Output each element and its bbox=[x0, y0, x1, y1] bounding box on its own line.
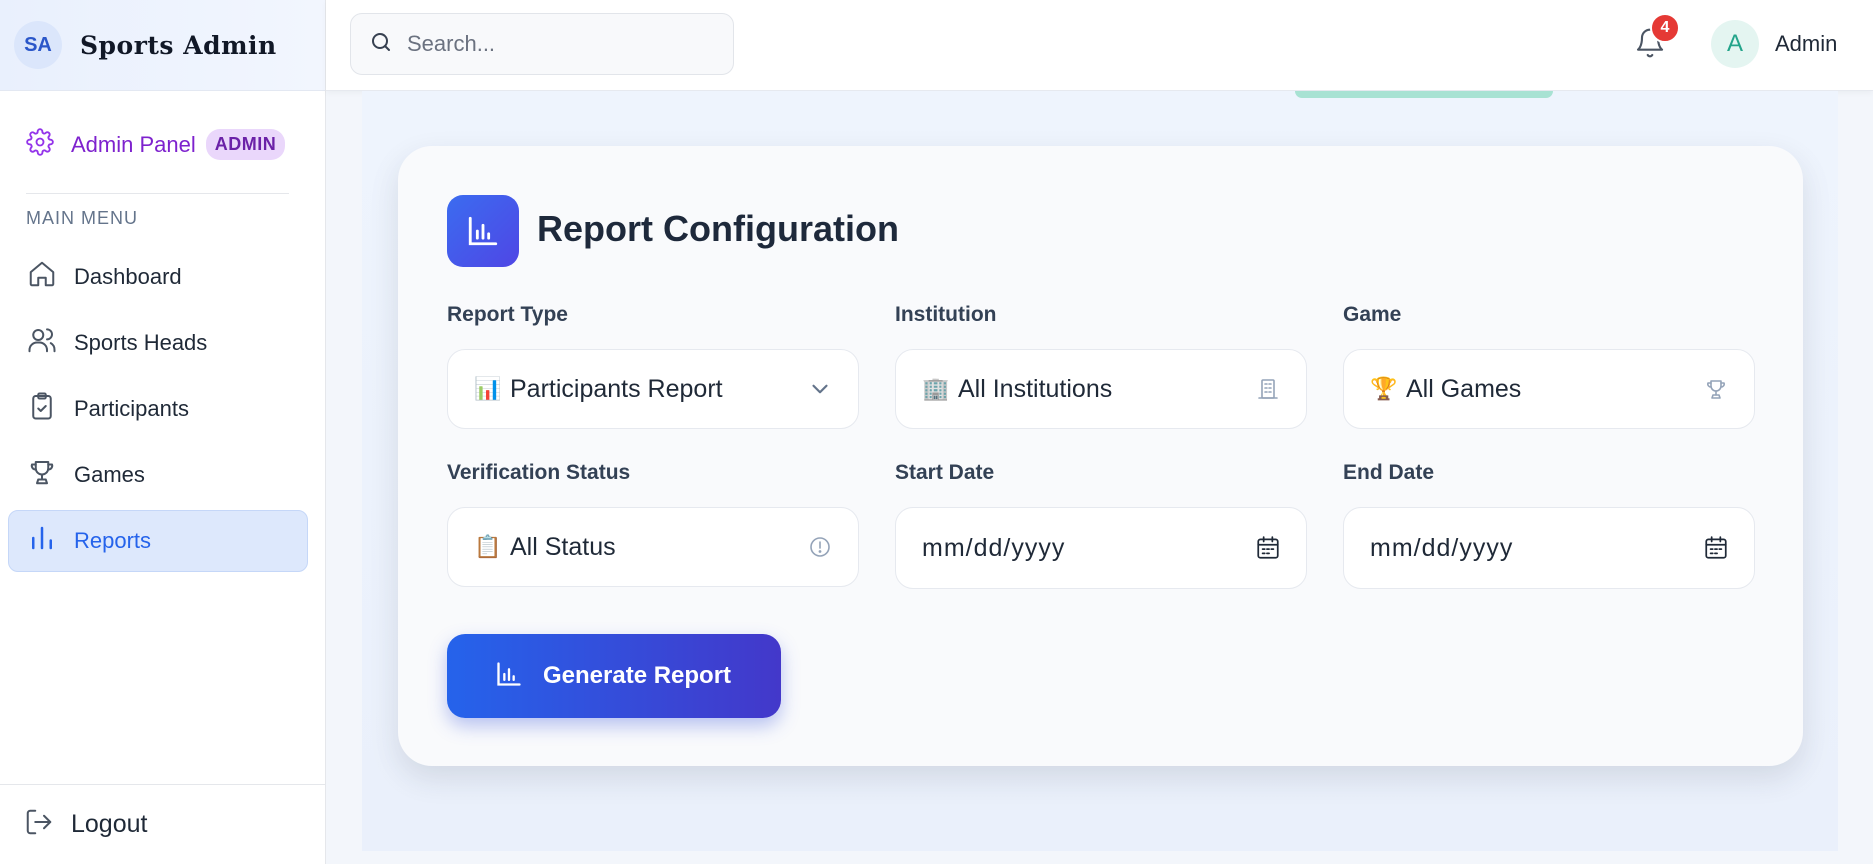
game-value: All Games bbox=[1406, 374, 1522, 403]
chevron-down-icon bbox=[806, 375, 834, 403]
brand-header: SA Sports Admin bbox=[0, 0, 325, 91]
report-type-value: Participants Report bbox=[510, 374, 723, 403]
sidebar-item-label: Sports Heads bbox=[74, 330, 208, 355]
building-emoji-icon: 🏢 bbox=[922, 376, 950, 401]
decorative-stripe bbox=[1295, 91, 1553, 98]
bar-chart-icon bbox=[495, 660, 523, 693]
sidebar-item-label: Dashboard bbox=[74, 264, 182, 289]
main-menu: Dashboard Sports Heads Participants bbox=[8, 246, 308, 576]
start-date-value: mm/dd/yyyy bbox=[922, 533, 1066, 562]
institution-field: Institution 🏢 All Institutions bbox=[895, 303, 1307, 429]
field-label: Institution bbox=[895, 303, 997, 326]
sidebar: SA Sports Admin Admin Panel ADMIN MAIN M… bbox=[0, 0, 326, 864]
report-type-select[interactable]: 📊 Participants Report bbox=[447, 349, 859, 429]
verification-status-field: Verification Status 📋 All Status bbox=[447, 461, 859, 587]
logout-icon bbox=[24, 807, 54, 842]
institution-select[interactable]: 🏢 All Institutions bbox=[895, 349, 1307, 429]
clipboard-emoji-icon: 📋 bbox=[474, 534, 502, 559]
admin-badge: ADMIN bbox=[205, 129, 286, 160]
search-input[interactable] bbox=[407, 31, 707, 57]
sidebar-item-games[interactable]: Games bbox=[8, 444, 308, 506]
start-date-input[interactable]: mm/dd/yyyy bbox=[895, 507, 1307, 589]
avatar[interactable]: A bbox=[1711, 20, 1759, 68]
bar-chart-emoji-icon: 📊 bbox=[474, 376, 502, 401]
sidebar-item-dashboard[interactable]: Dashboard bbox=[8, 246, 308, 308]
brand-name: Sports Admin bbox=[80, 30, 277, 60]
sidebar-item-label: Reports bbox=[74, 528, 152, 553]
logout-label: Logout bbox=[71, 810, 148, 838]
field-label: Report Type bbox=[447, 303, 568, 326]
calendar-icon[interactable] bbox=[1254, 534, 1282, 562]
verification-status-value: All Status bbox=[510, 532, 616, 561]
user-name[interactable]: Admin bbox=[1775, 31, 1838, 56]
game-field: Game 🏆 All Games bbox=[1343, 303, 1755, 429]
notifications-bell-icon[interactable] bbox=[1634, 26, 1670, 62]
calendar-icon[interactable] bbox=[1702, 534, 1730, 562]
logout-button[interactable]: Logout bbox=[0, 784, 326, 864]
end-date-value: mm/dd/yyyy bbox=[1370, 533, 1514, 562]
brand-logo: SA bbox=[14, 21, 62, 69]
bar-chart-icon bbox=[27, 523, 57, 559]
trophy-icon bbox=[27, 457, 57, 493]
building-icon bbox=[1254, 375, 1282, 403]
end-date-input[interactable]: mm/dd/yyyy bbox=[1343, 507, 1755, 589]
search-icon bbox=[369, 30, 393, 59]
report-type-field: Report Type 📊 Participants Report bbox=[447, 303, 859, 429]
top-header: 4 A Admin bbox=[326, 0, 1873, 91]
admin-panel-label: Admin Panel bbox=[71, 131, 196, 157]
report-configuration-card: Report Configuration Report Type 📊 Parti… bbox=[398, 146, 1803, 766]
end-date-field: End Date mm/dd/yyyy bbox=[1343, 461, 1755, 589]
search-bar[interactable] bbox=[350, 13, 734, 75]
info-circle-icon bbox=[806, 533, 834, 561]
generate-report-button[interactable]: Generate Report bbox=[447, 634, 781, 718]
sidebar-item-label: Participants bbox=[74, 396, 189, 421]
home-icon bbox=[27, 259, 57, 295]
start-date-field: Start Date mm/dd/yyyy bbox=[895, 461, 1307, 589]
game-select[interactable]: 🏆 All Games bbox=[1343, 349, 1755, 429]
verification-status-select[interactable]: 📋 All Status bbox=[447, 507, 859, 587]
field-label: End Date bbox=[1343, 461, 1435, 484]
sidebar-divider bbox=[26, 193, 289, 194]
admin-panel-link[interactable]: Admin Panel ADMIN bbox=[26, 128, 286, 161]
sidebar-item-label: Games bbox=[74, 462, 145, 487]
trophy-emoji-icon: 🏆 bbox=[1370, 376, 1398, 401]
clipboard-check-icon bbox=[27, 391, 57, 427]
menu-section-title: MAIN MENU bbox=[26, 208, 138, 228]
users-icon bbox=[27, 325, 57, 361]
field-label: Game bbox=[1343, 303, 1402, 326]
sidebar-item-participants[interactable]: Participants bbox=[8, 378, 308, 440]
institution-value: All Institutions bbox=[958, 374, 1113, 403]
generate-report-label: Generate Report bbox=[543, 662, 732, 689]
field-label: Verification Status bbox=[447, 461, 631, 484]
sidebar-item-reports[interactable]: Reports bbox=[8, 510, 308, 572]
notification-count-badge: 4 bbox=[1650, 13, 1680, 43]
field-label: Start Date bbox=[895, 461, 995, 484]
report-chart-icon bbox=[447, 195, 519, 267]
sidebar-item-sports-heads[interactable]: Sports Heads bbox=[8, 312, 308, 374]
trophy-icon bbox=[1702, 375, 1730, 403]
gear-icon bbox=[26, 128, 54, 161]
card-title: Report Configuration bbox=[537, 208, 899, 249]
